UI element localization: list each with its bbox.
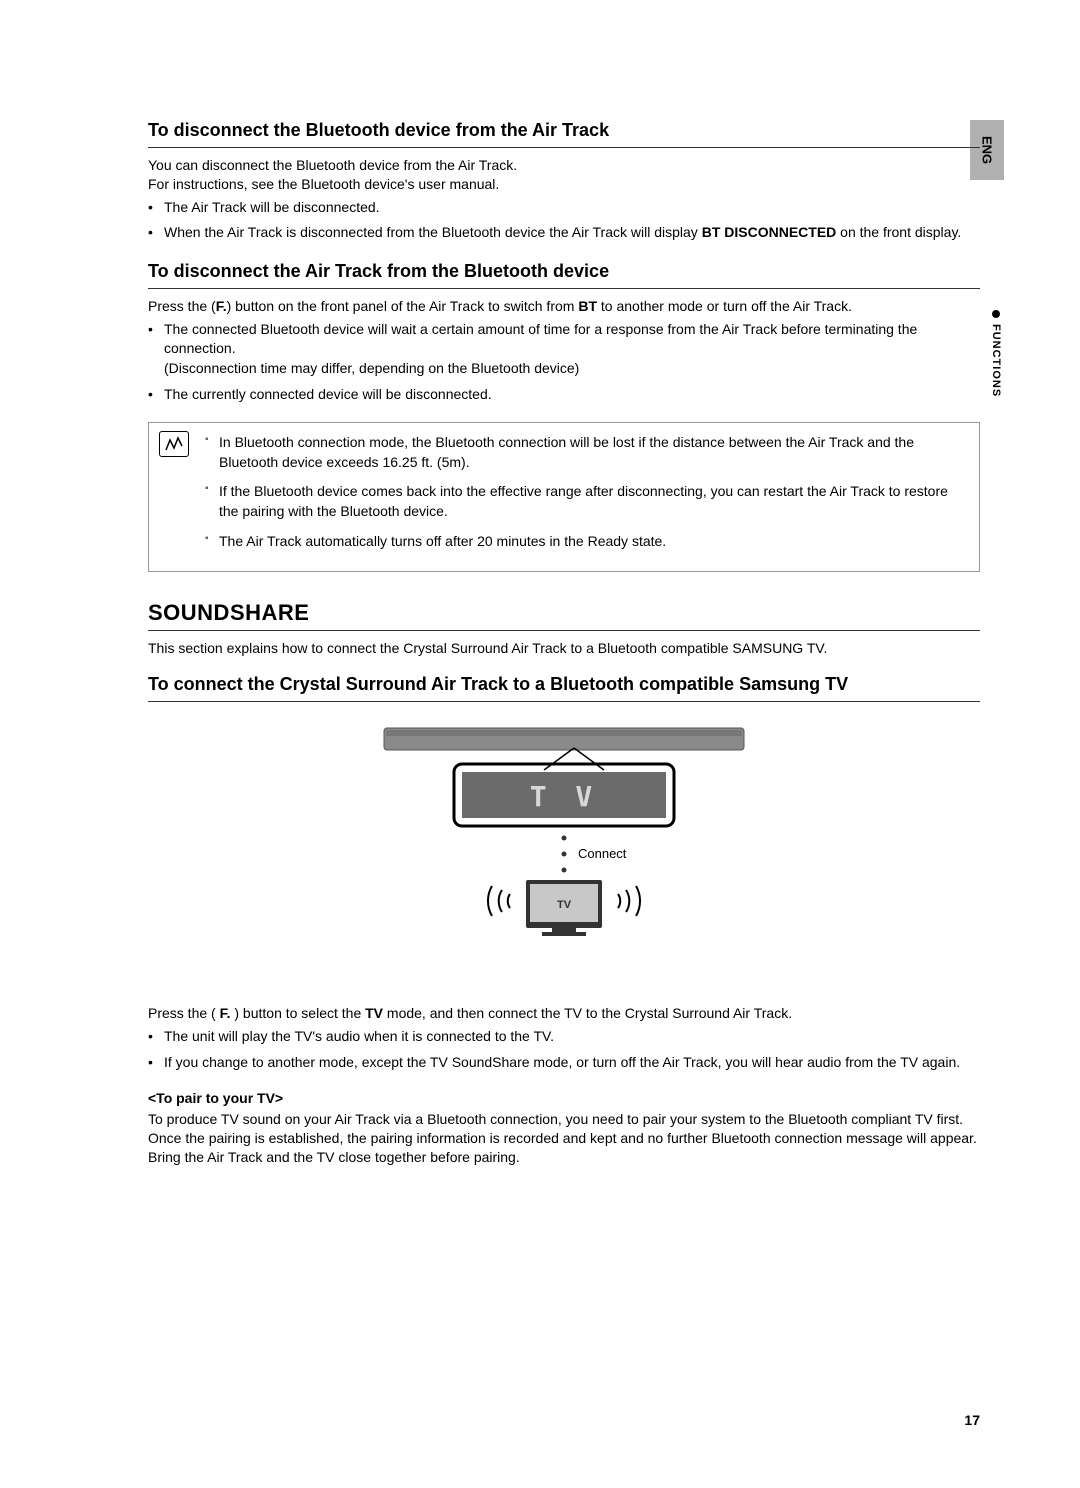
list-item: The connected Bluetooth device will wait…	[148, 320, 980, 379]
text: The connected Bluetooth device will wait…	[164, 321, 917, 357]
list-item: The Air Track will be disconnected.	[148, 198, 980, 218]
list-item: If you change to another mode, except th…	[148, 1053, 980, 1073]
tv-label: TV	[557, 899, 572, 911]
pair-body: To produce TV sound on your Air Track vi…	[148, 1110, 980, 1167]
note-box: In Bluetooth connection mode, the Blueto…	[148, 422, 980, 572]
page-content: To disconnect the Bluetooth device from …	[0, 0, 1080, 1231]
text: (Disconnection time may differ, dependin…	[164, 359, 980, 379]
press-instruction: Press the ( F. ) button to select the TV…	[148, 1004, 980, 1023]
connection-diagram: T V Connect TV	[374, 720, 754, 980]
text: For instructions, see the Bluetooth devi…	[148, 176, 499, 192]
text: ) button on the front panel of the Air T…	[227, 298, 579, 314]
display-text: T V	[530, 780, 599, 813]
text: You can disconnect the Bluetooth device …	[148, 157, 517, 173]
text-bold: BT DISCONNECTED	[702, 224, 837, 240]
soundshare-subtitle: To connect the Crystal Surround Air Trac…	[148, 674, 980, 702]
text: mode, and then connect the TV to the Cry…	[383, 1005, 792, 1021]
section1-title: To disconnect the Bluetooth device from …	[148, 120, 980, 148]
note-list: In Bluetooth connection mode, the Blueto…	[205, 433, 967, 551]
text-bold: F.	[220, 1005, 231, 1021]
text: ) button to select the	[230, 1005, 365, 1021]
note-icon	[159, 431, 189, 457]
note-item: The Air Track automatically turns off af…	[205, 532, 967, 552]
section1-list: The Air Track will be disconnected. When…	[148, 198, 980, 243]
section2-title: To disconnect the Air Track from the Blu…	[148, 261, 980, 289]
list-item: When the Air Track is disconnected from …	[148, 223, 980, 243]
soundshare-intro: This section explains how to connect the…	[148, 639, 980, 658]
page-number: 17	[964, 1412, 980, 1428]
tv-mode-list: The unit will play the TV's audio when i…	[148, 1027, 980, 1072]
list-item: The currently connected device will be d…	[148, 385, 980, 405]
section2-intro: Press the (F.) button on the front panel…	[148, 297, 980, 316]
connect-label: Connect	[578, 846, 627, 861]
text-bold: BT	[578, 298, 597, 314]
note-item: If the Bluetooth device comes back into …	[205, 482, 967, 521]
text-bold: F.	[216, 298, 227, 314]
note-item: In Bluetooth connection mode, the Blueto…	[205, 433, 967, 472]
text-bold: TV	[365, 1005, 383, 1021]
section2-list: The connected Bluetooth device will wait…	[148, 320, 980, 404]
list-item: The unit will play the TV's audio when i…	[148, 1027, 980, 1047]
pair-heading: <To pair to your TV>	[148, 1090, 980, 1106]
text: to another mode or turn off the Air Trac…	[597, 298, 852, 314]
text: When the Air Track is disconnected from …	[164, 224, 702, 240]
soundshare-heading: SOUNDSHARE	[148, 600, 980, 631]
text: Press the (	[148, 1005, 220, 1021]
section1-intro: You can disconnect the Bluetooth device …	[148, 156, 980, 194]
text: on the front display.	[836, 224, 961, 240]
text: Press the (	[148, 298, 216, 314]
